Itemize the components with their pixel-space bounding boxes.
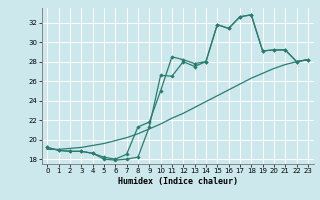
X-axis label: Humidex (Indice chaleur): Humidex (Indice chaleur) — [118, 177, 237, 186]
